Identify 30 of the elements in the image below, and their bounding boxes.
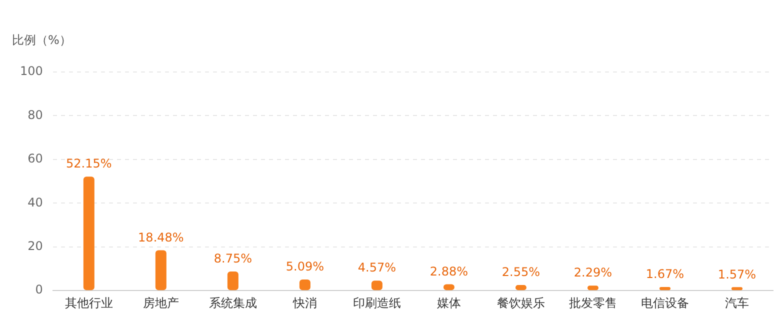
y-axis-title: 比例（%） [12,32,72,49]
y-tick-label: 40 [28,195,43,210]
x-tick-label: 其他行业 [64,296,113,310]
y-tick-label: 80 [28,108,43,122]
data-label: 2.55% [502,265,540,280]
data-label: 1.67% [646,267,684,282]
data-label: 4.57% [358,260,396,275]
data-label: 5.09% [286,260,324,274]
x-tick-label: 餐饮娱乐 [496,296,545,310]
x-tick-label: 批发零售 [568,296,617,310]
data-label: 1.57% [718,267,756,282]
data-label: 8.75% [214,252,252,266]
data-label: 18.48% [138,230,184,244]
x-tick-label: 系统集成 [208,296,257,310]
y-tick-label: 20 [28,239,43,254]
y-tick-label: 0 [35,282,43,297]
data-label: 2.29% [574,266,612,280]
y-tick-label: 100 [20,64,43,78]
bar [155,250,166,290]
x-tick-label: 汽车 [724,296,749,310]
x-tick-label: 电信设备 [640,296,689,310]
bar [83,176,94,290]
y-tick-label: 60 [28,152,43,166]
x-tick-label: 印刷造纸 [352,296,401,310]
x-tick-label: 房地产 [142,296,179,310]
bar [227,271,238,290]
data-label: 52.15% [66,156,112,171]
data-label: 2.88% [430,264,468,278]
x-tick-label: 媒体 [436,296,461,310]
x-tick-label: 快消 [292,296,317,310]
